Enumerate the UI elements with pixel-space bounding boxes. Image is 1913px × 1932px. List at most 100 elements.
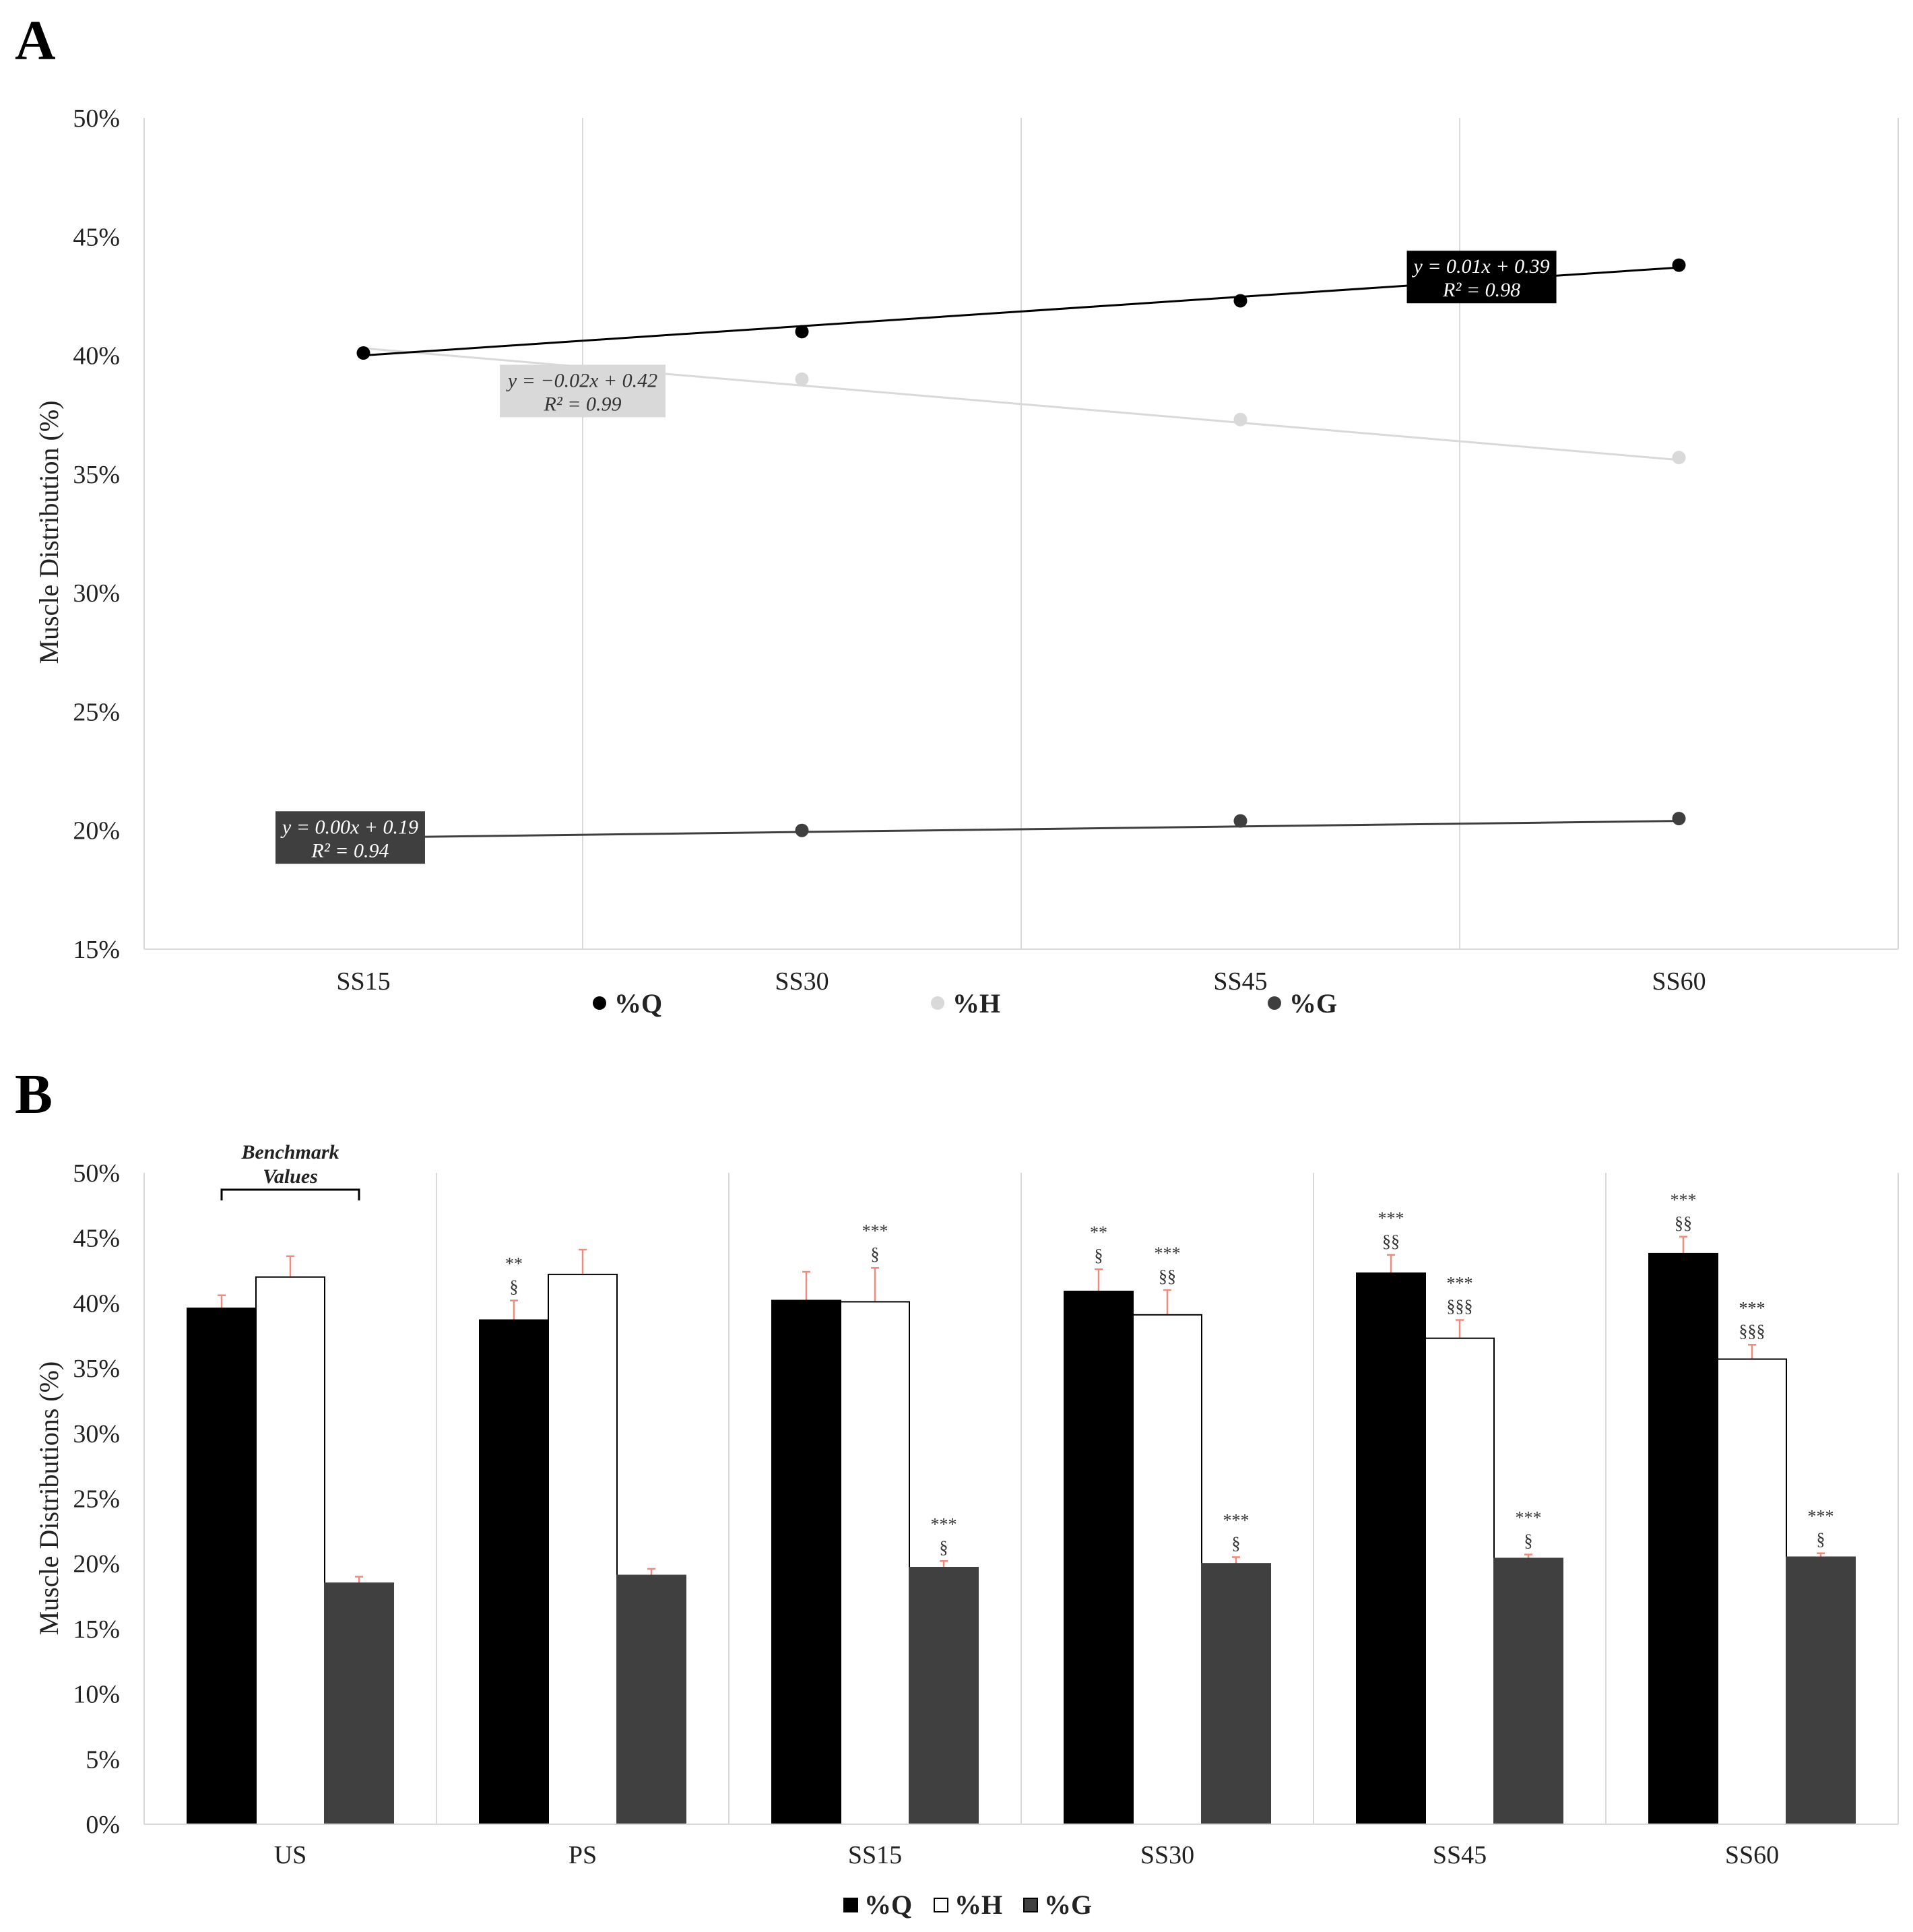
a-trendline-label-box-g xyxy=(275,811,425,864)
a-y-tick-label: 25% xyxy=(73,698,120,726)
a-point-g xyxy=(795,823,809,837)
b-benchmark-label: Values xyxy=(263,1165,318,1188)
a-trendline-equation: y = −0.02x + 0.42 xyxy=(506,369,657,391)
panel-a-letter: A xyxy=(15,9,56,72)
b-y-tick-label: 0% xyxy=(86,1811,120,1839)
b-bar-h xyxy=(548,1273,618,1826)
b-bar-q xyxy=(771,1299,841,1825)
a-point-g xyxy=(1233,814,1247,828)
b-legend-label: %G xyxy=(1044,1890,1092,1920)
panel-b-letter: B xyxy=(15,1063,53,1126)
b-bar-h xyxy=(1425,1337,1495,1826)
a-trendline-g xyxy=(363,820,1679,839)
b-significance-mark: § xyxy=(1817,1530,1825,1549)
b-significance-mark: § xyxy=(510,1277,519,1297)
a-x-tick-label: SS45 xyxy=(1213,967,1267,996)
b-bar-q xyxy=(1356,1272,1426,1825)
b-y-tick-label: 25% xyxy=(73,1485,120,1514)
a-trendline-r2: R² = 0.94 xyxy=(311,839,389,862)
b-y-tick-label: 10% xyxy=(73,1681,120,1709)
a-trendline-equation: y = 0.00x + 0.19 xyxy=(280,816,418,838)
b-bar-g xyxy=(616,1574,686,1825)
a-point-h xyxy=(1672,451,1686,465)
b-x-tick-label: SS15 xyxy=(848,1841,902,1869)
b-bar-h xyxy=(1717,1358,1787,1825)
b-bar-q xyxy=(1064,1290,1134,1825)
b-y-tick-label: 35% xyxy=(73,1355,120,1383)
a-trendline-r2: R² = 0.99 xyxy=(543,393,621,415)
b-significance-mark: §§ xyxy=(1159,1266,1176,1286)
b-significance-mark: *** xyxy=(1223,1511,1250,1531)
a-point-h xyxy=(1233,412,1247,426)
b-benchmark-bracket xyxy=(220,1188,360,1200)
a-y-tick-label: 45% xyxy=(73,223,120,251)
b-y-tick-label: 50% xyxy=(73,1159,120,1188)
a-point-q xyxy=(795,325,809,339)
b-y-tick-label: 20% xyxy=(73,1550,120,1578)
b-bar-g xyxy=(909,1567,979,1825)
a-y-tick-label: 30% xyxy=(73,579,120,608)
b-significance-mark: *** xyxy=(1155,1244,1181,1263)
a-legend-marker-h xyxy=(931,996,944,1010)
b-benchmark-label: Benchmark xyxy=(240,1141,339,1163)
a-y-tick-label: 40% xyxy=(73,342,120,371)
a-point-q xyxy=(1233,294,1247,308)
b-significance-mark: *** xyxy=(862,1221,888,1241)
a-x-tick-label: SS15 xyxy=(336,967,390,996)
b-significance-mark: §§§ xyxy=(1447,1297,1473,1316)
b-significance-mark: ** xyxy=(1090,1223,1107,1242)
b-significance-mark: § xyxy=(1524,1531,1533,1551)
b-significance-mark: §§ xyxy=(1675,1213,1692,1233)
b-significance-mark: *** xyxy=(1516,1508,1542,1528)
b-significance-mark: §§§ xyxy=(1739,1321,1765,1341)
a-x-tick-label: SS30 xyxy=(775,967,829,996)
panel-b-plot-area: 0% 5% 10% 15% 20% 25% 30% 35% 40% 45% 50% US PS SS15 S… xyxy=(73,1141,1899,1869)
a-y-tick-label: 35% xyxy=(73,461,120,489)
a-trendline-equation: y = 0.01x + 0.39 xyxy=(1411,255,1549,278)
b-x-tick-label: SS45 xyxy=(1433,1841,1487,1869)
b-significance-mark: §§ xyxy=(1382,1231,1400,1251)
b-legend-swatch-g xyxy=(1023,1898,1038,1912)
b-significance-mark: *** xyxy=(931,1514,957,1534)
panel-a-plot-area: 15% 20% 25% 30% 35% 40% 45% 50% SS15 SS30 SS45 SS60… xyxy=(73,104,1899,996)
b-legend-swatch-h xyxy=(934,1898,948,1912)
a-trendline-label-box-h xyxy=(500,364,666,418)
b-significance-mark: *** xyxy=(1671,1190,1697,1210)
b-x-tick-label: SS30 xyxy=(1140,1841,1194,1869)
b-significance-mark: § xyxy=(871,1244,880,1264)
b-significance-mark: § xyxy=(940,1537,948,1557)
b-y-tick-label: 5% xyxy=(86,1745,120,1774)
b-bar-g xyxy=(1493,1557,1563,1826)
a-x-tick-label: SS60 xyxy=(1652,967,1706,996)
b-y-tick-label: 40% xyxy=(73,1289,120,1318)
a-point-h xyxy=(795,372,809,386)
b-y-tick-label: 45% xyxy=(73,1225,120,1253)
b-significance-mark: *** xyxy=(1447,1274,1473,1293)
b-y-tick-label: 30% xyxy=(73,1420,120,1448)
b-bar-q xyxy=(479,1319,549,1825)
a-y-tick-label: 15% xyxy=(73,936,120,964)
b-significance-mark: *** xyxy=(1808,1507,1834,1526)
b-bar-g xyxy=(324,1582,394,1825)
b-legend-swatch-q xyxy=(843,1898,858,1912)
a-y-tick-label: 50% xyxy=(73,104,120,133)
panel-b-y-axis-title: Muscle Distributions (%) xyxy=(34,1361,64,1636)
a-point-q xyxy=(356,346,370,360)
b-bar-g xyxy=(1201,1563,1271,1825)
b-y-tick-label: 15% xyxy=(73,1615,120,1644)
panel-a-legend: %Q %H %G xyxy=(593,988,1337,1019)
a-legend-label: %G xyxy=(1289,988,1337,1019)
b-bar-h xyxy=(255,1276,325,1825)
b-bar-h xyxy=(840,1301,910,1825)
b-significance-mark: *** xyxy=(1739,1298,1765,1318)
a-point-q xyxy=(1672,258,1686,272)
panel-b-legend: %Q %H %G xyxy=(843,1890,1092,1920)
a-point-g xyxy=(1672,812,1686,826)
b-bar-h xyxy=(1132,1314,1202,1825)
panel-a-y-axis-title: Muscle Distribution (%) xyxy=(34,400,64,664)
a-legend-label: %H xyxy=(952,988,1000,1019)
b-legend-label: %H xyxy=(954,1890,1002,1920)
b-significance-mark: § xyxy=(1232,1534,1241,1553)
b-x-tick-label: PS xyxy=(569,1841,597,1869)
